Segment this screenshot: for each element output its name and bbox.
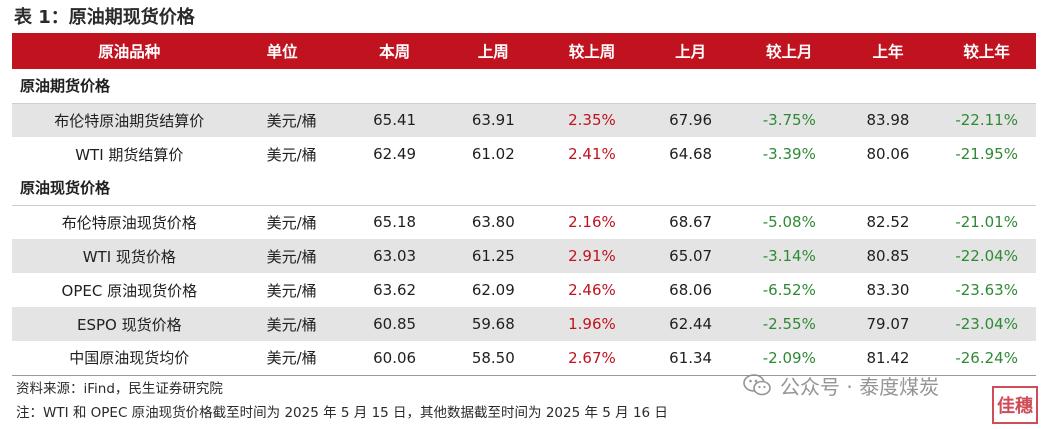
row-name: ESPO 现货价格 [76, 315, 182, 334]
table-row: WTI 期货结算价 美元/桶 62.49 61.02 2.41% 64.68 -… [12, 137, 1036, 171]
row-this-week: 62.49 [373, 145, 417, 163]
watermark: 公众号 · 泰度煤炭 [742, 370, 939, 400]
row-last-year: 82.52 [866, 213, 910, 232]
row-mom: -3.39% [762, 145, 816, 163]
row-last-week: 61.02 [471, 145, 515, 163]
row-yoy: -21.95% [955, 145, 1018, 163]
row-yoy: -22.11% [955, 111, 1018, 130]
table-row: ESPO 现货价格 美元/桶 60.85 59.68 1.96% 62.44 -… [12, 307, 1036, 341]
table-row: 布伦特原油现货价格 美元/桶 65.18 63.80 2.16% 68.67 -… [12, 205, 1036, 239]
row-name: 布伦特原油现货价格 [61, 213, 197, 232]
table-row: OPEC 原油现货价格 美元/桶 63.62 62.09 2.46% 68.06… [12, 273, 1036, 307]
row-last-year: 79.07 [866, 315, 910, 333]
row-last-week: 63.80 [471, 213, 515, 232]
row-unit: 美元/桶 [266, 281, 317, 300]
row-this-week: 65.18 [373, 213, 417, 232]
row-yoy: -21.01% [955, 213, 1018, 232]
row-last-week: 63.91 [471, 111, 515, 130]
row-this-week: 63.03 [373, 247, 417, 265]
section-futures: 原油期货价格 [12, 69, 1036, 103]
row-last-week: 61.25 [471, 247, 515, 265]
row-last-year: 80.85 [866, 247, 910, 265]
price-table: 原油品种 单位 本周 上周 较上周 上月 较上月 上年 较上年 原油期货价格 布… [12, 33, 1036, 376]
row-last-year: 80.06 [866, 145, 910, 163]
row-last-week: 59.68 [471, 315, 515, 333]
row-this-week: 60.06 [373, 348, 417, 367]
row-last-month: 68.06 [669, 281, 713, 299]
row-name: 布伦特原油期货结算价 [54, 111, 205, 130]
row-wow: 2.16% [568, 213, 616, 232]
header-wow: 较上周 [568, 43, 616, 61]
row-last-month: 65.07 [669, 247, 713, 265]
row-unit: 美元/桶 [266, 315, 317, 334]
header-row: 原油品种 单位 本周 上周 较上周 上月 较上月 上年 较上年 [12, 33, 1036, 69]
row-unit: 美元/桶 [266, 349, 317, 368]
header-yoy: 较上年 [963, 43, 1010, 61]
row-name: WTI 期货结算价 [75, 145, 184, 164]
row-unit: 美元/桶 [266, 247, 317, 266]
row-this-week: 63.62 [373, 281, 417, 299]
row-wow: 2.67% [568, 348, 616, 367]
section-label: 原油现货价格 [20, 179, 111, 198]
row-mom: -2.55% [762, 315, 816, 333]
row-mom: -3.75% [762, 111, 816, 130]
row-last-week: 62.09 [471, 281, 515, 299]
row-this-week: 65.41 [373, 111, 417, 130]
wechat-icon [743, 374, 771, 396]
row-unit: 美元/桶 [266, 213, 317, 232]
row-name: 中国原油现货均价 [69, 349, 190, 368]
row-last-year: 83.30 [866, 281, 910, 299]
row-last-month: 62.44 [669, 315, 713, 333]
row-name: OPEC 原油现货价格 [61, 281, 198, 300]
row-this-week: 60.85 [373, 315, 417, 333]
row-last-year: 81.42 [866, 348, 910, 367]
row-last-month: 64.68 [669, 145, 713, 163]
row-mom: -2.09% [762, 348, 816, 367]
table-row: WTI 现货价格 美元/桶 63.03 61.25 2.91% 65.07 -3… [12, 239, 1036, 273]
section-label: 原油期货价格 [20, 77, 111, 96]
watermark-text: 公众号 · 泰度煤炭 [780, 374, 940, 399]
row-yoy: -22.04% [955, 247, 1018, 265]
row-wow: 2.91% [568, 247, 616, 265]
row-mom: -5.08% [762, 213, 816, 232]
section-spot: 原油现货价格 [12, 171, 1036, 205]
footnote: 注：WTI 和 OPEC 原油现货价格截至时间为 2025 年 5 月 15 日… [16, 405, 668, 421]
row-mom: -6.52% [762, 281, 816, 299]
row-yoy: -23.04% [955, 315, 1018, 333]
seal-stamp: 佳穗 [992, 386, 1038, 424]
row-yoy: -23.63% [955, 281, 1018, 299]
row-yoy: -26.24% [955, 348, 1018, 367]
row-wow: 2.46% [568, 281, 616, 299]
header-this-week: 本周 [379, 43, 411, 61]
row-last-month: 67.96 [669, 111, 713, 130]
row-mom: -3.14% [762, 247, 816, 265]
table-row: 中国原油现货均价 美元/桶 60.06 58.50 2.67% 61.34 -2… [12, 341, 1036, 375]
header-variety: 原油品种 [98, 43, 161, 61]
header-unit: 单位 [266, 43, 298, 61]
row-last-year: 83.98 [866, 111, 910, 130]
table-row: 布伦特原油期货结算价 美元/桶 65.41 63.91 2.35% 67.96 … [12, 103, 1036, 137]
row-unit: 美元/桶 [266, 111, 317, 130]
row-wow: 2.35% [568, 111, 616, 130]
row-last-week: 58.50 [471, 348, 515, 367]
row-wow: 2.41% [568, 145, 616, 163]
source-note: 资料来源：iFind，民生证券研究院 [16, 381, 223, 397]
row-unit: 美元/桶 [266, 145, 317, 164]
row-name: WTI 现货价格 [82, 247, 176, 266]
table-title: 表 1：原油期现货价格 [14, 7, 195, 28]
row-wow: 1.96% [568, 315, 616, 333]
header-last-year: 上年 [872, 43, 904, 61]
row-last-month: 68.67 [669, 213, 713, 232]
header-mom: 较上月 [766, 43, 813, 61]
header-last-week: 上周 [477, 43, 509, 61]
header-last-month: 上月 [675, 43, 707, 61]
row-last-month: 61.34 [669, 348, 713, 367]
